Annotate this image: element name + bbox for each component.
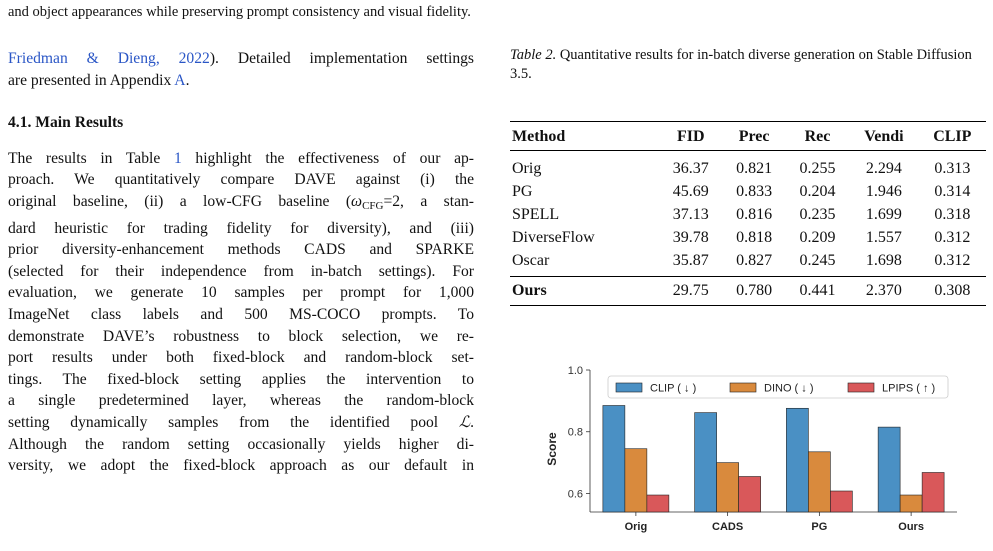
bar [877, 426, 901, 513]
table-row: Oscar 35.87 0.827 0.245 1.698 0.312 [512, 251, 971, 269]
x-tick-label: CADS [712, 521, 743, 533]
col-header: Method [512, 128, 566, 145]
paragraph-implementation: Friedman & Dieng, 2022). Detailed implem… [8, 50, 474, 67]
y-tick-label: 1.0 [568, 365, 583, 377]
citation-link[interactable]: Friedman & Dieng, 2022 [8, 50, 210, 67]
y-tick-label: 0.8 [568, 427, 583, 439]
bar [738, 476, 761, 513]
table-row: DiverseFlow 39.78 0.818 0.209 1.557 0.312 [512, 228, 971, 246]
table-row: SPELL 37.13 0.816 0.235 1.699 0.318 [512, 205, 971, 223]
table-header-row: Method FID Prec Rec Vendi CLIP [510, 121, 986, 151]
section-title: 4.1. Main Results [8, 114, 124, 132]
bar [716, 462, 739, 513]
paragraph-main-results: The results in Table 1 highlight the eff… [8, 149, 474, 475]
legend-swatch [847, 382, 875, 393]
x-tick-label: PG [811, 521, 827, 533]
col-header: CLIP [933, 128, 972, 145]
figure-caption-tail: and object appearances while preserving … [8, 4, 471, 20]
results-table: Method FID Prec Rec Vendi CLIP Orig 36.37… [510, 121, 986, 306]
legend-swatch [729, 382, 757, 393]
x-tick-label: Orig [625, 521, 648, 533]
table-row-ours: Ours 29.75 0.780 0.441 2.370 0.308 [510, 276, 986, 306]
right-column: Table 2. Quantitative results for in-bat… [510, 46, 986, 306]
legend-swatch [615, 382, 643, 393]
legend-label: DINO ( ↓ ) [764, 383, 814, 395]
bar [808, 451, 831, 513]
bar [646, 494, 670, 513]
bar [899, 494, 923, 513]
table-link[interactable]: 1 [173, 149, 182, 167]
col-header: Prec [738, 128, 770, 145]
table-row: Orig 36.37 0.821 0.255 2.294 0.313 [512, 159, 971, 177]
y-axis-label: Score [545, 432, 559, 466]
col-header: FID [676, 128, 705, 145]
legend-label: CLIP ( ↓ ) [650, 383, 696, 395]
col-header: Rec [804, 128, 831, 145]
table-caption: Table 2. Quantitative results for in-bat… [510, 47, 972, 82]
bar [624, 448, 648, 513]
bar [921, 472, 945, 513]
left-column: Friedman & Dieng, 2022). Detailed implem… [8, 48, 474, 477]
table-row: PG 45.69 0.833 0.204 1.946 0.314 [512, 182, 971, 200]
bar [830, 490, 853, 513]
col-header: Vendi [864, 128, 904, 145]
legend-box [607, 375, 949, 399]
score-bar-chart: 0.6 0.8 1.0 Score Orig CADS PG Ours CLIP ( ↓ ) DI… [545, 365, 957, 533]
legend-label: LPIPS ( ↑ ) [882, 383, 935, 395]
appendix-link[interactable]: A [174, 71, 186, 89]
bar [602, 405, 626, 513]
y-tick-label: 0.6 [568, 488, 583, 500]
x-tick-label: Ours [898, 521, 924, 533]
bar [694, 412, 717, 513]
bar [786, 407, 809, 513]
